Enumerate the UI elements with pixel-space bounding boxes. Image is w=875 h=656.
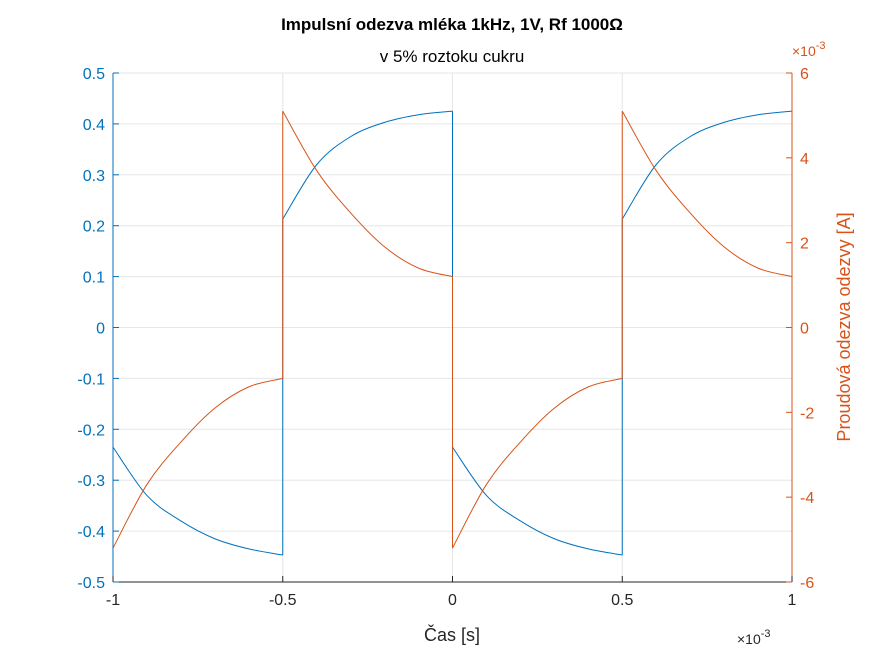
x-tick-label: 0 <box>448 592 457 609</box>
left-tick-label: 0.3 <box>83 168 105 185</box>
right-axis-label: Proudová odezva odezvy [A] <box>834 212 854 441</box>
right-tick-label: 4 <box>800 151 809 168</box>
left-series-segment-0 <box>112 446 283 556</box>
left-tick-label: 0.2 <box>83 219 105 236</box>
x-exponent: ×10-3 <box>737 628 771 647</box>
left-series-segment-6 <box>621 110 793 220</box>
left-tick-label: -0.1 <box>77 371 105 388</box>
right-series-segment-2 <box>282 110 453 278</box>
x-tick-label: -1 <box>106 592 120 609</box>
left-tick-label: 0.5 <box>83 66 105 83</box>
left-tick-label: -0.3 <box>77 473 105 490</box>
left-tick-label: 0 <box>96 321 105 338</box>
right-tick-label: 0 <box>800 321 809 338</box>
right-tick-label: -2 <box>800 405 814 422</box>
right-tick-label: -4 <box>800 490 814 507</box>
chart-subtitle: v 5% roztoku cukru <box>380 47 525 66</box>
x-axis-label: Čas [s] <box>424 624 480 645</box>
left-series-segment-4 <box>452 446 623 556</box>
right-exponent: ×10-3 <box>792 40 826 59</box>
left-series-segment-2 <box>282 110 453 220</box>
ticks-group: -1 -0.5 0 0.5 1-0.5-0.4-0.3-0.2-0.100.10.20.… <box>77 66 814 609</box>
right-tick-label: 6 <box>800 66 809 83</box>
left-tick-label: -0.5 <box>77 575 105 592</box>
right-series-segment-6 <box>621 110 793 278</box>
right-series-segment-0 <box>112 377 283 549</box>
left-tick-label: 0.1 <box>83 270 105 287</box>
right-series-segment-4 <box>452 377 623 549</box>
x-tick-label: 0.5 <box>611 592 633 609</box>
right-tick-label: -6 <box>800 575 814 592</box>
x-tick-label: -0.5 <box>269 592 297 609</box>
left-tick-label: -0.4 <box>77 524 105 541</box>
x-tick-label: 1 <box>788 592 797 609</box>
right-tick-label: 2 <box>800 236 809 253</box>
series-group <box>112 110 793 556</box>
left-tick-label: -0.2 <box>77 422 105 439</box>
chart-title: Impulsní odezva mléka 1kHz, 1V, Rf 1000Ω <box>281 15 623 34</box>
left-tick-label: 0.4 <box>83 117 105 134</box>
